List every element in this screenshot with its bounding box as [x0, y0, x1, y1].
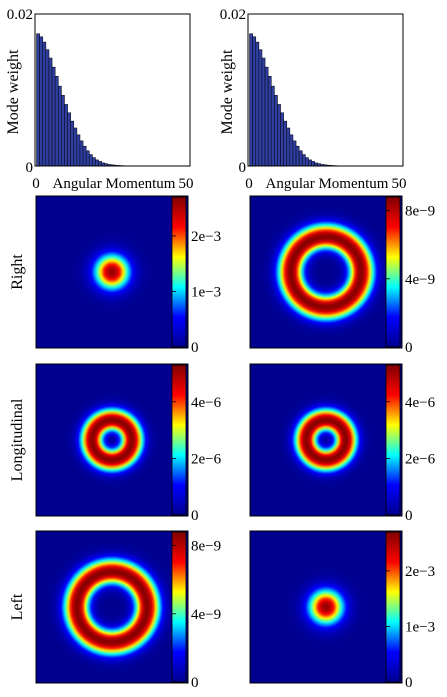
bar	[58, 86, 61, 166]
bar	[61, 95, 64, 166]
heatmap-panel: 4e−6 2e−6 0 Longitudinal	[9, 364, 222, 524]
heatmap-field	[250, 196, 402, 348]
bar	[46, 50, 49, 166]
bar	[312, 161, 315, 166]
colorbar	[386, 365, 400, 515]
bar	[305, 158, 308, 166]
xtick-right-right: 50	[392, 176, 407, 192]
bar	[68, 113, 71, 166]
heatmap-panel: 4e−6 2e−6 0	[250, 364, 436, 524]
bar-series-right	[250, 34, 352, 166]
colorbar-tick-label: 2e−6	[405, 451, 436, 467]
ytick-bottom-right: 0	[239, 160, 247, 176]
bar	[43, 42, 46, 166]
heatmap-panel: 2e−3 1e−3 0 Right	[9, 196, 221, 356]
bar	[299, 151, 302, 166]
ytick-top-right: 0.02	[220, 7, 246, 23]
bar	[281, 113, 284, 166]
bar	[74, 128, 77, 166]
colorbar-tick-label: 4e−6	[191, 395, 222, 411]
colorbar-tick-label: 0	[405, 675, 413, 691]
bar	[268, 76, 271, 166]
ylabel-right: Mode weight	[219, 49, 236, 134]
colorbar-tick-label: 4e−9	[405, 272, 435, 288]
colorbar-tick-label: 2e−6	[191, 451, 222, 467]
bar	[253, 37, 256, 166]
ytick-bottom-left: 0	[26, 160, 34, 176]
ytick-top-left: 0.02	[7, 7, 33, 23]
colorbar-tick-label: 8e−9	[405, 204, 435, 220]
bar	[302, 155, 305, 166]
colorbar-tick-label: 4e−9	[191, 607, 221, 623]
heatmap-panel: 8e−9 4e−9 0 Left	[9, 531, 221, 691]
row-label: Right	[9, 254, 26, 290]
bar	[262, 58, 265, 166]
xtick-right-left: 50	[179, 176, 194, 192]
colorbar-tick-label: 2e−3	[191, 229, 221, 245]
colorbar-tick-label: 8e−9	[191, 539, 221, 555]
bar	[80, 141, 83, 166]
colorbar	[386, 197, 400, 347]
ylabel-left: Mode weight	[5, 49, 22, 134]
bar	[274, 95, 277, 166]
bar	[55, 76, 58, 166]
heatmap-panel: 2e−3 1e−3 0	[250, 531, 435, 691]
bar	[277, 104, 280, 166]
heatmap-field	[36, 531, 188, 683]
colorbar	[386, 532, 400, 682]
heatmap-field	[250, 364, 402, 516]
colorbar-tick-label: 0	[191, 340, 199, 356]
colorbar-tick-label: 1e−3	[191, 284, 221, 300]
bar	[284, 121, 287, 166]
colorbar	[172, 365, 186, 515]
heatmap-field	[250, 531, 402, 683]
bar	[256, 42, 259, 166]
bar-chart-left: Mode weight 0.02 0 0 Angular Momentum 50	[5, 7, 194, 192]
bar	[308, 160, 311, 166]
xlabel-right: Angular Momentum	[266, 176, 389, 192]
bar	[99, 161, 102, 166]
colorbar-tick-label: 0	[191, 508, 199, 524]
heatmap-field	[36, 364, 188, 516]
bar	[40, 37, 43, 166]
colorbar	[172, 197, 186, 347]
bar	[293, 141, 296, 166]
bar	[287, 128, 290, 166]
bar	[296, 146, 299, 166]
bar	[95, 160, 98, 166]
bar-series-left	[37, 34, 139, 166]
bar	[290, 135, 293, 166]
bar	[259, 50, 262, 166]
row-label: Longitudinal	[9, 398, 26, 481]
bar	[64, 104, 67, 166]
bar	[37, 34, 40, 166]
bar	[71, 121, 74, 166]
heatmap-grid: 2e−3 1e−3 0 Right 8e−9 4e−9 0 4e−6 2e−6 0 Longitud…	[9, 196, 436, 691]
colorbar-tick-label: 1e−3	[405, 619, 435, 635]
colorbar-tick-label: 0	[191, 675, 199, 691]
bar	[86, 151, 89, 166]
bar	[265, 67, 268, 166]
colorbar-tick-label: 0	[405, 508, 413, 524]
bar-chart-right: Mode weight 0.02 0 0 Angular Momentum 50	[219, 7, 407, 192]
row-label: Left	[9, 593, 26, 620]
bar	[77, 135, 80, 166]
xtick-left-left: 0	[32, 176, 40, 192]
colorbar-tick-label: 0	[405, 340, 413, 356]
bar	[49, 58, 52, 166]
heatmap-field	[36, 196, 188, 348]
bar	[250, 34, 253, 166]
colorbar-tick-label: 4e−6	[405, 395, 436, 411]
bar	[271, 86, 274, 166]
colorbar	[172, 532, 186, 682]
bar	[52, 67, 55, 166]
bar	[89, 155, 92, 166]
bar	[83, 146, 86, 166]
xtick-left-right: 0	[245, 176, 253, 192]
colorbar-tick-label: 2e−3	[405, 564, 435, 580]
bar	[92, 158, 95, 166]
heatmap-panel: 8e−9 4e−9 0	[250, 196, 435, 356]
xlabel-left: Angular Momentum	[53, 176, 176, 192]
